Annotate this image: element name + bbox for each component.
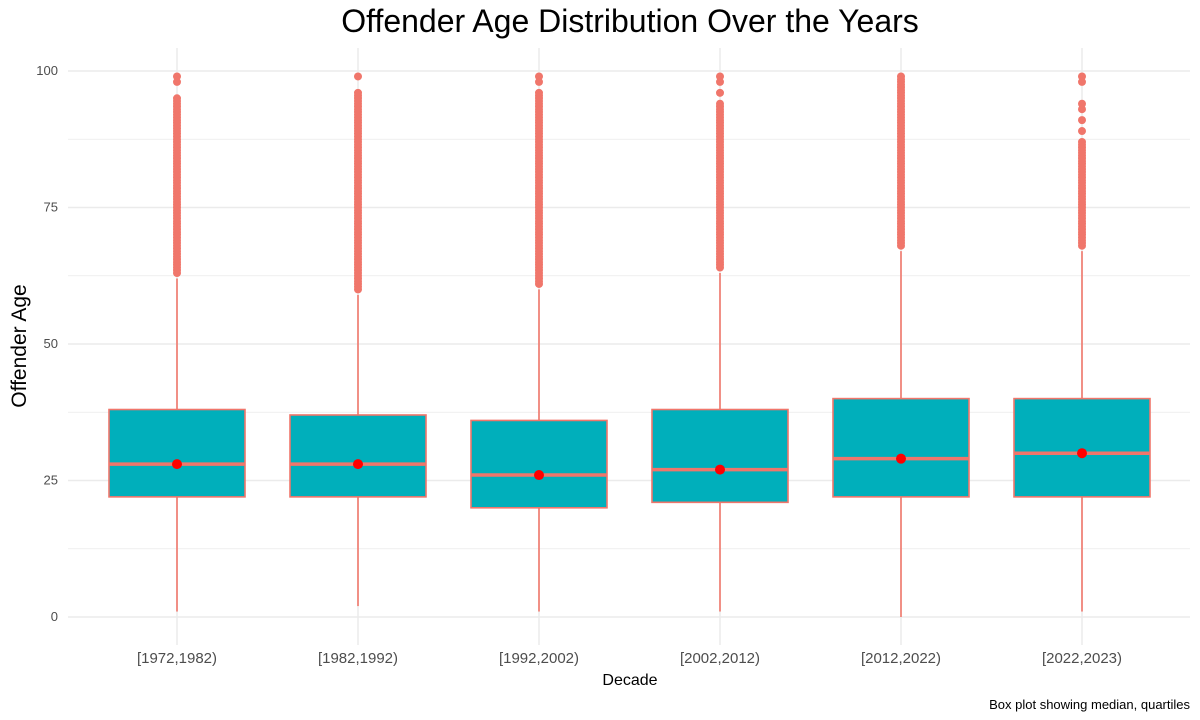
box-group <box>470 72 608 612</box>
y-tick-label: 0 <box>51 609 58 624</box>
y-tick-label: 75 <box>44 200 58 215</box>
outlier-point <box>897 72 905 81</box>
outlier-point <box>1078 137 1086 146</box>
chart-title: Offender Age Distribution Over the Years <box>341 3 919 39</box>
y-axis-title: Offender Age <box>8 284 31 407</box>
mean-point <box>1077 448 1087 459</box>
outlier-points <box>535 72 543 288</box>
iqr-box <box>832 397 970 498</box>
outlier-point <box>173 72 181 81</box>
mean-point <box>534 470 544 481</box>
outlier-point <box>1078 116 1086 125</box>
outlier-point <box>716 72 724 81</box>
box-group <box>108 72 246 612</box>
mean-point <box>715 464 725 475</box>
y-tick-label: 50 <box>44 336 58 351</box>
box-group <box>289 72 427 607</box>
outlier-point <box>716 99 724 108</box>
mean-point <box>896 453 906 464</box>
outlier-points <box>173 72 181 278</box>
x-tick-label: [2012,2022) <box>861 650 941 667</box>
outlier-point <box>535 88 543 97</box>
outlier-point <box>535 72 543 81</box>
x-tick-label: [1982,1992) <box>318 650 398 667</box>
mean-point <box>353 459 363 470</box>
iqr-box <box>289 414 427 498</box>
x-tick-label: [1972,1982) <box>137 650 217 667</box>
box-group <box>651 72 789 612</box>
iqr-box <box>651 408 789 504</box>
grid-lines <box>68 48 1190 645</box>
outlier-point <box>173 94 181 103</box>
chart-caption: Box plot showing median, quartiles <box>989 697 1190 712</box>
outlier-point <box>354 88 362 97</box>
y-tick-label: 25 <box>44 473 58 488</box>
iqr-box <box>470 419 608 509</box>
iqr-box <box>1013 397 1151 498</box>
outlier-point <box>1078 72 1086 81</box>
outlier-points <box>716 72 724 272</box>
y-axis-ticks: 0 25 50 75 100 <box>36 63 58 624</box>
x-tick-label: [2022,2023) <box>1042 650 1122 667</box>
x-axis-ticks: [1972,1982) [1982,1992) [1992,2002) [2002,2… <box>137 650 1122 667</box>
outlier-point <box>1078 127 1086 136</box>
outlier-points <box>354 72 362 294</box>
box-group <box>1013 72 1151 612</box>
x-axis-title: Decade <box>602 672 657 689</box>
mean-point <box>172 459 182 470</box>
outlier-point <box>716 88 724 97</box>
outlier-point <box>1078 99 1086 108</box>
outlier-point <box>354 72 362 81</box>
x-tick-label: [2002,2012) <box>680 650 760 667</box>
outlier-points <box>897 72 905 250</box>
iqr-box <box>108 408 246 498</box>
x-tick-label: [1992,2002) <box>499 650 579 667</box>
outlier-points <box>1078 72 1086 250</box>
box-series <box>108 72 1151 617</box>
box-group <box>832 72 970 617</box>
y-tick-label: 100 <box>36 63 58 78</box>
